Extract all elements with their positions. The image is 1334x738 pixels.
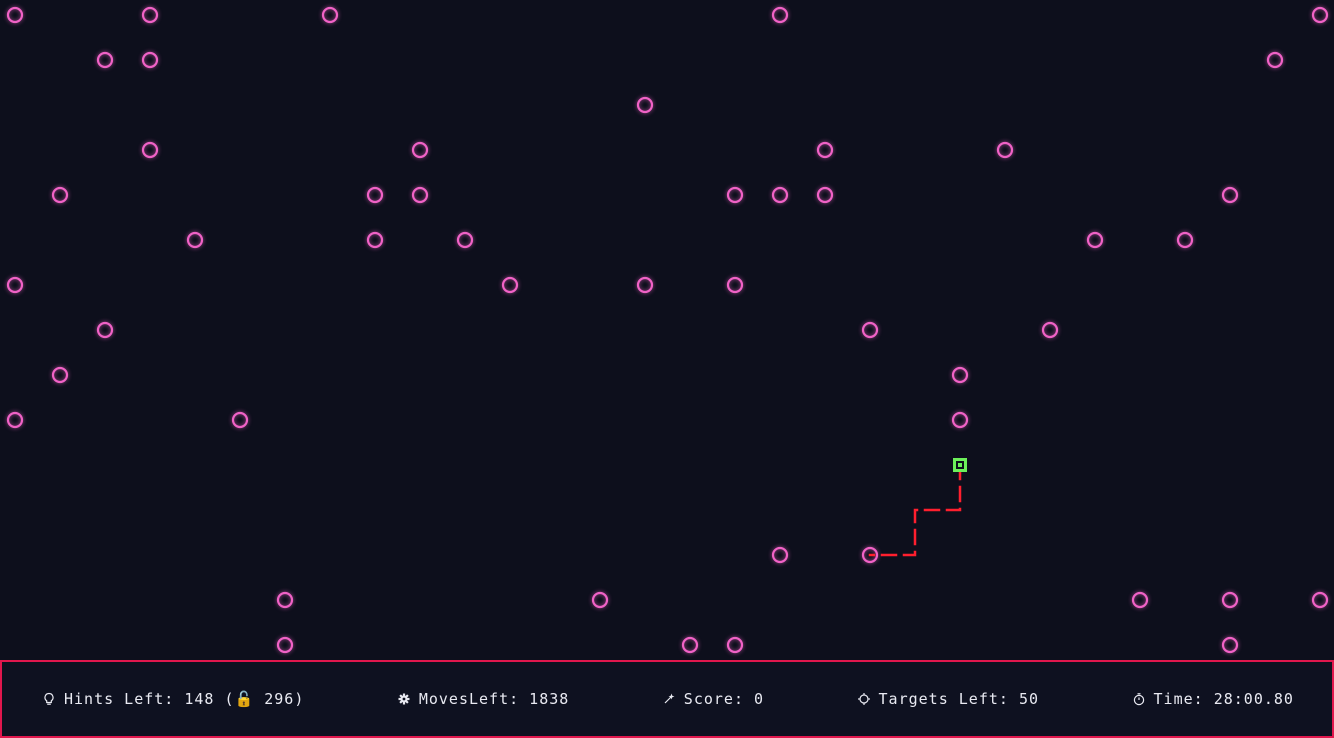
target-ring [816,141,834,159]
target-ring [96,51,114,69]
score-text: Score: 0 [683,690,765,708]
target-ring [771,6,789,24]
target-ring [1176,231,1194,249]
status-bar: Hints Left: 148 (🔓 296) MovesLeft: 1838 … [0,660,1334,738]
targets-text: Targets Left: 50 [878,690,1040,708]
target-ring [1221,591,1239,609]
hint-path [868,463,962,557]
target-ring [6,276,24,294]
target-ring [861,321,879,339]
target-ring [411,186,429,204]
target-ring [141,51,159,69]
moves-text: MovesLeft: 1838 [418,690,570,708]
target-ring [636,276,654,294]
target-ring [141,141,159,159]
target-ring [951,411,969,429]
target-ring [591,591,609,609]
target-ring [1131,591,1149,609]
target-ring [366,231,384,249]
player-cursor [953,458,967,472]
target-ring [1311,6,1329,24]
targets-layer [6,6,1329,654]
sparkle-icon [662,692,676,706]
target-ring [411,141,429,159]
target-ring [6,6,24,24]
target-ring [51,186,69,204]
target-ring [276,591,294,609]
target-ring [6,411,24,429]
lightbulb-icon [42,692,56,706]
target-ring [771,186,789,204]
hints-stat: Hints Left: 148 (🔓 296) [42,690,304,708]
target-ring [366,186,384,204]
target-ring [1086,231,1104,249]
target-ring [1221,636,1239,654]
target-ring [726,636,744,654]
target-ring [996,141,1014,159]
target-ring [231,411,249,429]
stopwatch-icon [1132,692,1146,706]
score-stat: Score: 0 [662,690,764,708]
target-ring [501,276,519,294]
gear-icon [397,692,411,706]
target-ring [726,186,744,204]
target-ring [456,231,474,249]
crosshair-icon [857,692,871,706]
target-ring [51,366,69,384]
target-ring [276,636,294,654]
target-ring [681,636,699,654]
target-ring [1311,591,1329,609]
target-ring [141,6,159,24]
target-ring [861,546,879,564]
target-ring [816,186,834,204]
targets-stat: Targets Left: 50 [857,690,1040,708]
target-ring [1221,186,1239,204]
time-stat: Time: 28:00.80 [1132,690,1294,708]
target-ring [951,366,969,384]
target-ring [771,546,789,564]
target-ring [96,321,114,339]
target-ring [321,6,339,24]
target-ring [1266,51,1284,69]
target-ring [186,231,204,249]
target-ring [726,276,744,294]
game-board[interactable] [0,0,1334,660]
target-ring [1041,321,1059,339]
target-ring [636,96,654,114]
moves-stat: MovesLeft: 1838 [397,690,569,708]
time-text: Time: 28:00.80 [1153,690,1294,708]
hints-text: Hints Left: 148 (🔓 296) [64,690,305,708]
